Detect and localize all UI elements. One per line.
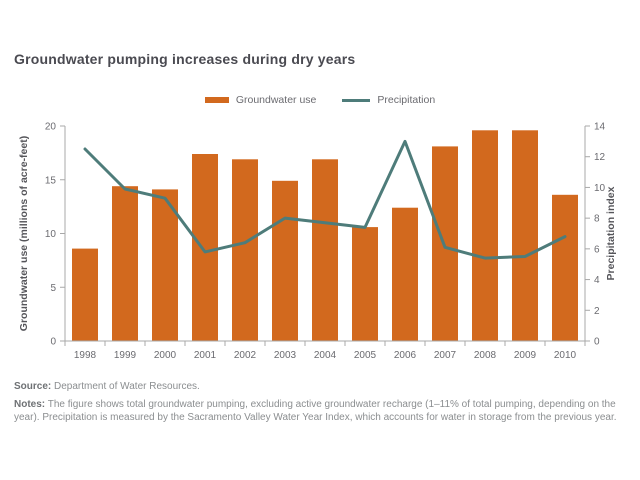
year-label: 2010: [554, 350, 577, 361]
chart-title: Groundwater pumping increases during dry…: [14, 51, 356, 67]
bar-2004: [312, 159, 338, 341]
legend-label-precipitation: Precipitation: [377, 94, 436, 106]
bar-2005: [352, 227, 378, 341]
bar-2002: [232, 159, 258, 341]
year-label: 2009: [514, 350, 537, 361]
left-axis-tick-label: 10: [45, 229, 57, 240]
source-label: Source:: [14, 381, 52, 392]
bar-2006: [392, 207, 418, 341]
bar-2009: [512, 130, 538, 341]
legend-item-precipitation: Precipitation: [342, 94, 435, 106]
source-text: Department of Water Resources.: [54, 381, 200, 392]
right-axis-tick-label: 4: [594, 275, 600, 286]
year-label: 2006: [394, 350, 417, 361]
right-axis-title: Precipitation index: [605, 186, 617, 280]
groundwater-use-swatch-icon: [204, 97, 229, 103]
source-note: Source: Department of Water Resources.: [14, 381, 200, 392]
right-axis-tick-label: 14: [594, 122, 606, 133]
chart-legend: Groundwater use Precipitation: [0, 94, 640, 106]
right-axis-tick-label: 6: [594, 244, 600, 255]
year-label: 1998: [74, 350, 97, 361]
right-axis-tick-label: 8: [594, 214, 600, 225]
left-axis-title: Groundwater use (millions of acre-feet): [18, 136, 30, 331]
bar-2000: [152, 189, 178, 341]
bar-2010: [552, 194, 578, 341]
right-axis-tick-label: 10: [594, 183, 606, 194]
legend-label-groundwater-use: Groundwater use: [235, 94, 317, 106]
year-label: 2000: [154, 350, 177, 361]
bar-2008: [472, 130, 498, 341]
year-label: 2002: [234, 350, 257, 361]
year-label: 2008: [474, 350, 497, 361]
precipitation-swatch-icon: [342, 98, 371, 102]
notes-note: Notes: The figure shows total groundwate…: [14, 399, 632, 424]
right-axis-tick-label: 2: [594, 306, 600, 317]
bar-1998: [72, 248, 98, 341]
bar-2001: [192, 154, 218, 341]
legend-item-groundwater-use: Groundwater use: [204, 94, 317, 106]
year-label: 2004: [314, 350, 337, 361]
year-label: 2005: [354, 350, 377, 361]
year-label: 2003: [274, 350, 297, 361]
bar-2003: [272, 180, 298, 341]
right-axis-tick-label: 12: [594, 152, 606, 163]
year-label: 1999: [114, 350, 137, 361]
notes-text: The figure shows total groundwater pumpi…: [14, 399, 617, 423]
right-axis-tick-label: 0: [594, 337, 600, 348]
precipitation-line: [83, 139, 567, 260]
left-axis-tick-label: 0: [50, 337, 56, 348]
year-label: 2001: [194, 350, 217, 361]
notes-label: Notes:: [14, 399, 46, 410]
year-label: 2007: [434, 350, 457, 361]
left-axis-tick-label: 20: [45, 122, 57, 133]
left-axis-tick-label: 15: [45, 175, 57, 186]
left-axis-tick-label: 5: [50, 283, 56, 294]
bar-1999: [112, 186, 138, 341]
